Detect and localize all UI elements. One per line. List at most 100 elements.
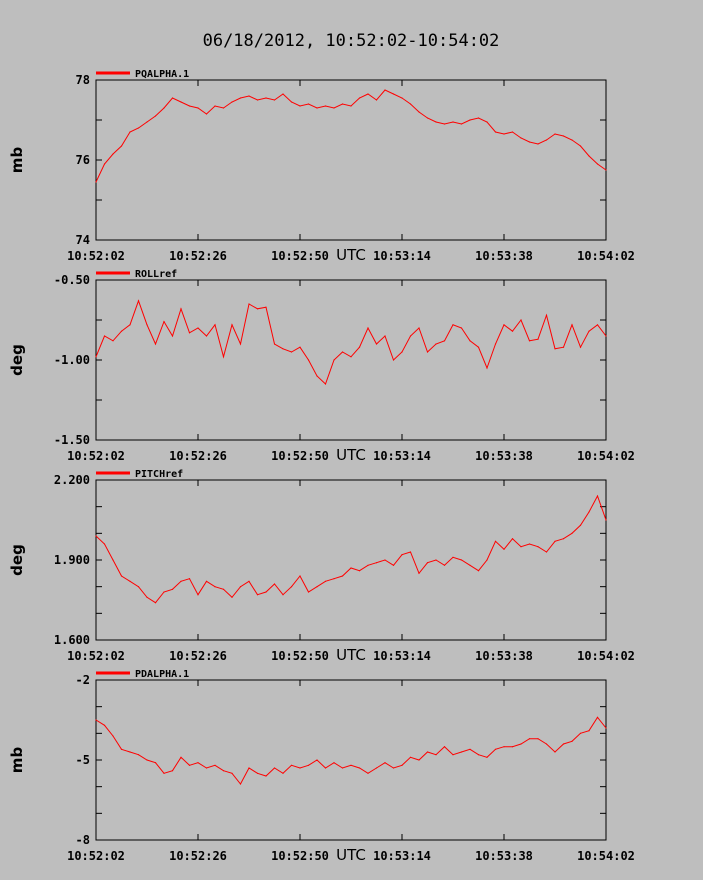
data-point [435, 121, 437, 123]
data-point [537, 143, 539, 145]
data-point [282, 348, 284, 350]
data-point [579, 145, 582, 147]
data-point [537, 738, 539, 740]
data-point [265, 97, 267, 99]
chart-panel-2: -1.50 -1.00 -0.50 10:52:02 10:52:26 10:52:50 1… [8, 269, 635, 464]
data-point [375, 767, 378, 769]
data-point [384, 335, 386, 337]
data-point [494, 343, 497, 345]
data-point [205, 580, 208, 582]
data-point [129, 751, 131, 753]
x-tick-label: 10:54:02 [577, 849, 635, 863]
chart-panel-3: 1.600 1.900 2.200 10:52:02 10:52:26 10:52:50 1… [8, 469, 635, 664]
data-point [494, 540, 497, 542]
data-point [146, 759, 148, 761]
data-point [367, 93, 369, 95]
data-point [112, 153, 114, 155]
data-point [511, 131, 514, 133]
data-point [180, 580, 182, 582]
data-point [290, 101, 293, 103]
data-point [180, 308, 182, 310]
data-point [452, 121, 454, 123]
data-point [367, 327, 369, 329]
y-tick-label: 1.600 [54, 633, 90, 647]
data-point [358, 570, 361, 572]
data-point [299, 346, 301, 348]
data-point [214, 105, 216, 107]
data-point [503, 548, 505, 550]
y-tick-label: 78 [76, 73, 90, 87]
data-point [197, 107, 199, 109]
data-point [554, 751, 556, 753]
data-point [256, 594, 259, 596]
data-point [511, 330, 514, 332]
data-point [154, 115, 157, 117]
data-point [443, 564, 446, 566]
data-point [545, 139, 548, 141]
data-point [452, 324, 454, 326]
data-point [375, 99, 378, 101]
x-tick-label: 10:54:02 [577, 249, 635, 263]
x-tick-label: 10:53:14 [373, 849, 431, 863]
data-point [358, 97, 361, 99]
data-point [214, 764, 216, 766]
y-tick-label: -8 [76, 833, 90, 847]
x-tick-label: 10:52:26 [169, 849, 227, 863]
data-point [426, 117, 429, 119]
data-point [469, 564, 471, 566]
data-point [409, 756, 412, 758]
data-point [129, 131, 131, 133]
data-point [460, 123, 463, 125]
data-point [316, 586, 318, 588]
y-axis-label: mb [8, 747, 26, 774]
data-point [350, 356, 352, 358]
data-point [367, 772, 369, 774]
data-point [392, 359, 395, 361]
data-point [307, 591, 310, 593]
data-point [579, 732, 582, 734]
data-point [392, 767, 395, 769]
data-point [469, 119, 471, 121]
panels: 74 76 78 10:52:02 10:52:26 10:52:50 10:53:14 10… [8, 69, 635, 864]
data-point [248, 580, 250, 582]
data-point [299, 767, 301, 769]
y-tick-label: 76 [76, 153, 90, 167]
data-point [477, 754, 480, 756]
data-point [511, 538, 514, 540]
data-point [588, 330, 590, 332]
data-point [231, 101, 233, 103]
x-tick-label: 10:53:38 [475, 649, 533, 663]
data-point [95, 535, 97, 537]
data-point [112, 340, 114, 342]
x-tick-label: 10:52:26 [169, 249, 227, 263]
data-point [571, 740, 573, 742]
data-point [307, 103, 310, 105]
data-point [333, 578, 335, 580]
x-tick-label: 10:54:02 [577, 449, 635, 463]
data-point [401, 97, 403, 99]
x-tick-label: 10:52:26 [169, 649, 227, 663]
data-point [460, 751, 463, 753]
data-point [112, 735, 114, 737]
x-tick-label: 10:52:50 [271, 849, 329, 863]
data-point [188, 105, 191, 107]
data-point [358, 767, 361, 769]
data-point [282, 594, 284, 596]
data-point [452, 556, 454, 558]
data-point [188, 578, 191, 580]
data-point [120, 145, 123, 147]
data-point [494, 748, 497, 750]
x-tick-label: 10:52:02 [67, 249, 125, 263]
data-point [333, 107, 335, 109]
data-point [418, 759, 420, 761]
series-line [95, 299, 607, 385]
data-point [205, 335, 208, 337]
data-point [222, 588, 225, 590]
data-point [545, 551, 548, 553]
data-point [409, 551, 412, 553]
data-point [520, 743, 522, 745]
data-point [282, 772, 284, 774]
data-point [443, 123, 446, 125]
data-point [341, 351, 344, 353]
